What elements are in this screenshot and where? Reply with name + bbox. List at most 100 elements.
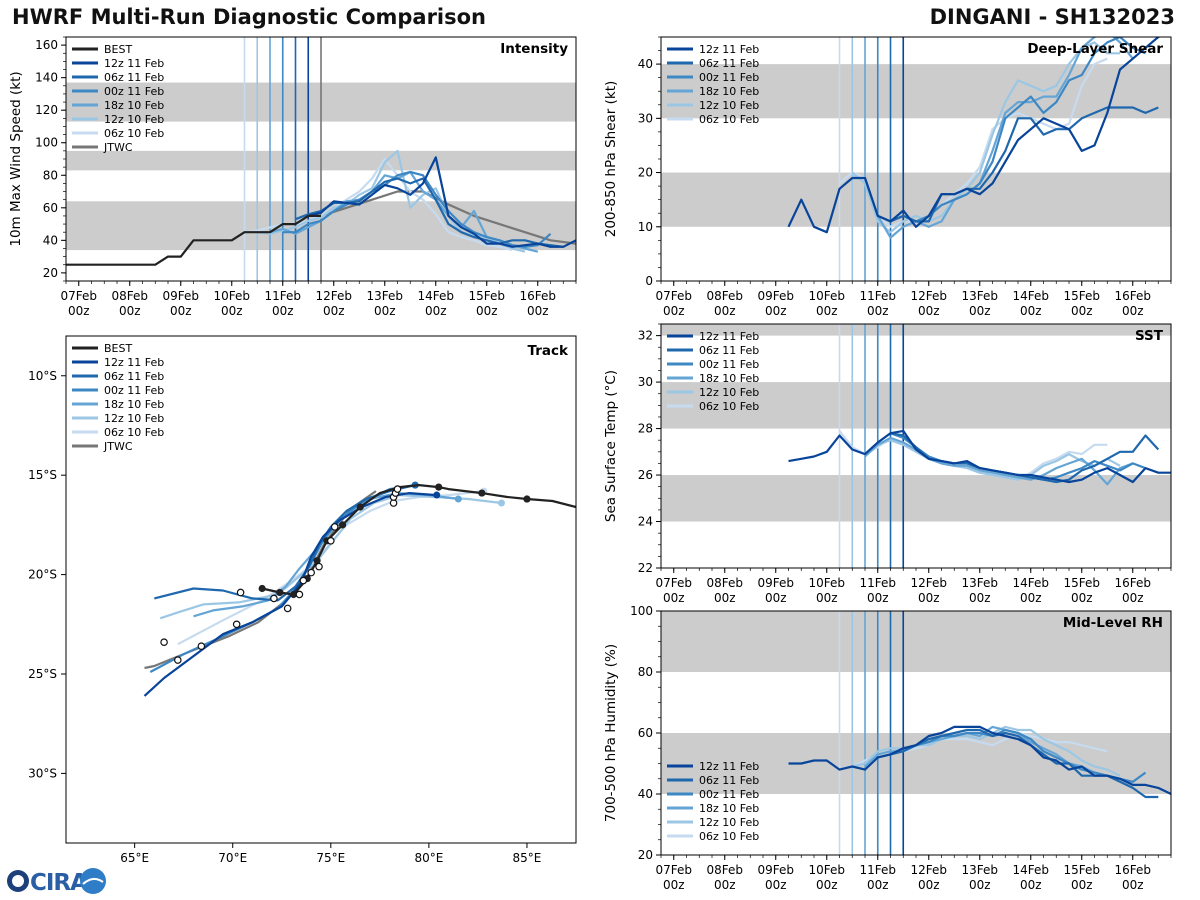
track-legend-label: 18z 10 Feb: [104, 398, 164, 411]
intensity-y-tick-label: 40: [43, 233, 58, 247]
track-jtwc-point: [236, 588, 245, 597]
rh-x-tick-label: 00z: [816, 878, 838, 892]
rh-panel-title: Mid-Level RH: [1063, 615, 1163, 631]
sst-x-tick-label: 10Feb: [808, 576, 845, 590]
rh-series-line: [852, 725, 1121, 777]
rh-x-tick-label: 16Feb: [1114, 863, 1151, 877]
track-x-tick-label: 85°E: [513, 851, 542, 865]
rh-y-tick-label: 40: [638, 787, 653, 801]
track-y-tick-label: 30°S: [28, 766, 57, 780]
shear-x-tick-label: 00z: [765, 304, 787, 318]
intensity-x-tick-label: 12Feb: [315, 289, 352, 303]
shear-threshold-band: [661, 172, 1171, 227]
shear-series-line: [877, 37, 1146, 223]
track-best-point: [313, 557, 321, 565]
shear-y-tick-label: 20: [638, 166, 653, 180]
rh-x-tick-label: 11Feb: [859, 863, 896, 877]
intensity-legend-label: JTWC: [103, 141, 133, 154]
sst-series-line: [851, 439, 1121, 481]
track-series-line: [143, 492, 437, 697]
shear-x-tick-label: 00z: [714, 304, 736, 318]
intensity-legend-label: 00z 11 Feb: [104, 85, 164, 98]
track-x-tick-label: 65°E: [120, 851, 149, 865]
track-y-tick-label: 25°S: [28, 667, 57, 681]
track-jtwc-point: [174, 656, 182, 664]
track-legend-label: 00z 11 Feb: [104, 384, 164, 397]
track-legend-label: 12z 11 Feb: [104, 356, 164, 369]
shear-y-tick-label: 30: [638, 111, 653, 125]
cira-logo: CIRA: [4, 866, 108, 896]
intensity-x-tick-label: 00z: [272, 304, 294, 318]
intensity-legend-label: BEST: [104, 43, 132, 56]
intensity-x-tick-label: 07Feb: [60, 289, 97, 303]
rh-legend-label: 06z 11 Feb: [699, 774, 759, 787]
intensity-x-tick-label: 09Feb: [162, 289, 199, 303]
track-jtwc-point: [232, 620, 241, 629]
sst-legend-label: 12z 10 Feb: [699, 386, 759, 399]
intensity-y-tick-label: 60: [43, 201, 58, 215]
track-jtwc-point: [283, 604, 292, 613]
sst-x-tick-label: 11Feb: [859, 576, 896, 590]
track-best-point: [276, 588, 284, 597]
figure-title: HWRF Multi-Run Diagnostic Comparison: [12, 5, 487, 29]
intensity-x-tick-label: 10Feb: [213, 289, 250, 303]
sst-legend-label: 06z 11 Feb: [699, 344, 759, 357]
rh-x-tick-label: 09Feb: [757, 863, 794, 877]
track-best-point: [478, 489, 486, 497]
intensity-series-best: [66, 214, 321, 266]
track-init-point: [454, 495, 462, 503]
track-plot-area: [143, 481, 576, 697]
sst-plot-area: [661, 324, 1171, 568]
intensity-legend-label: 18z 10 Feb: [104, 99, 164, 112]
track-series-line: [154, 484, 416, 602]
track-panel-title: Track: [528, 343, 569, 359]
shear-panel-title: Deep-Layer Shear: [1027, 41, 1163, 57]
rh-x-tick-label: 00z: [714, 878, 736, 892]
sst-legend-label: 06z 10 Feb: [699, 400, 759, 413]
sst-series-line: [877, 432, 1146, 481]
track-panel: 65°E 70°E 75°E 80°E 85°E 10°S 15°S 20°S 25°S 30°S…: [28, 335, 577, 865]
sst-legend-label: 18z 10 Feb: [699, 372, 759, 385]
shear-y-tick-label: 0: [645, 274, 653, 288]
track-frame: [65, 335, 577, 844]
track-x-tick-label: 80°E: [414, 851, 443, 865]
intensity-x-tick-label: 00z: [527, 304, 549, 318]
rh-x-tick-label: 00z: [1020, 878, 1042, 892]
intensity-legend-label: 12z 11 Feb: [104, 57, 164, 70]
intensity-panel: 2040608010012014016007Feb00z08Feb00z09Fe…: [8, 36, 577, 318]
intensity-series-line: [257, 149, 526, 253]
sst-x-tick-label: 13Feb: [961, 576, 998, 590]
sst-x-tick-label: 00z: [1122, 591, 1144, 605]
rh-x-tick-label: 08Feb: [706, 863, 743, 877]
sst-x-tick-label: 00z: [765, 591, 787, 605]
storm-name: DINGANI - SH132023: [929, 5, 1175, 29]
intensity-y-tick-label: 100: [35, 136, 58, 150]
track-best-point: [258, 584, 266, 593]
sst-x-tick-label: 09Feb: [757, 576, 794, 590]
track-init-point: [497, 499, 505, 507]
rh-series-line: [890, 728, 1159, 799]
shear-x-tick-label: 00z: [867, 304, 889, 318]
sst-x-tick-label: 00z: [867, 591, 889, 605]
sst-x-tick-label: 00z: [816, 591, 838, 605]
track-best-point: [523, 495, 531, 503]
shear-x-tick-label: 00z: [1122, 304, 1144, 318]
intensity-x-tick-label: 14Feb: [417, 289, 454, 303]
rh-x-tick-label: 00z: [663, 878, 685, 892]
rh-series-line: [788, 725, 1171, 795]
track-series-line: [149, 484, 416, 673]
rh-x-tick-label: 13Feb: [961, 863, 998, 877]
sst-y-tick-label: 28: [638, 422, 653, 436]
rh-y-tick-label: 80: [638, 665, 653, 679]
intensity-y-tick-label: 80: [43, 168, 58, 182]
sst-y-tick-label: 22: [638, 561, 653, 575]
sst-panel: 22242628303207Feb00z08Feb00z09Feb00z10Fe…: [603, 323, 1172, 605]
sst-series-line: [788, 429, 1171, 484]
track-init-point: [433, 491, 441, 499]
shear-x-tick-label: 09Feb: [757, 289, 794, 303]
rh-x-tick-label: 00z: [867, 878, 889, 892]
rh-x-tick-label: 07Feb: [655, 863, 692, 877]
sst-x-tick-label: 00z: [969, 591, 991, 605]
sst-legend-label: 12z 11 Feb: [699, 330, 759, 343]
shear-x-tick-label: 14Feb: [1012, 289, 1049, 303]
